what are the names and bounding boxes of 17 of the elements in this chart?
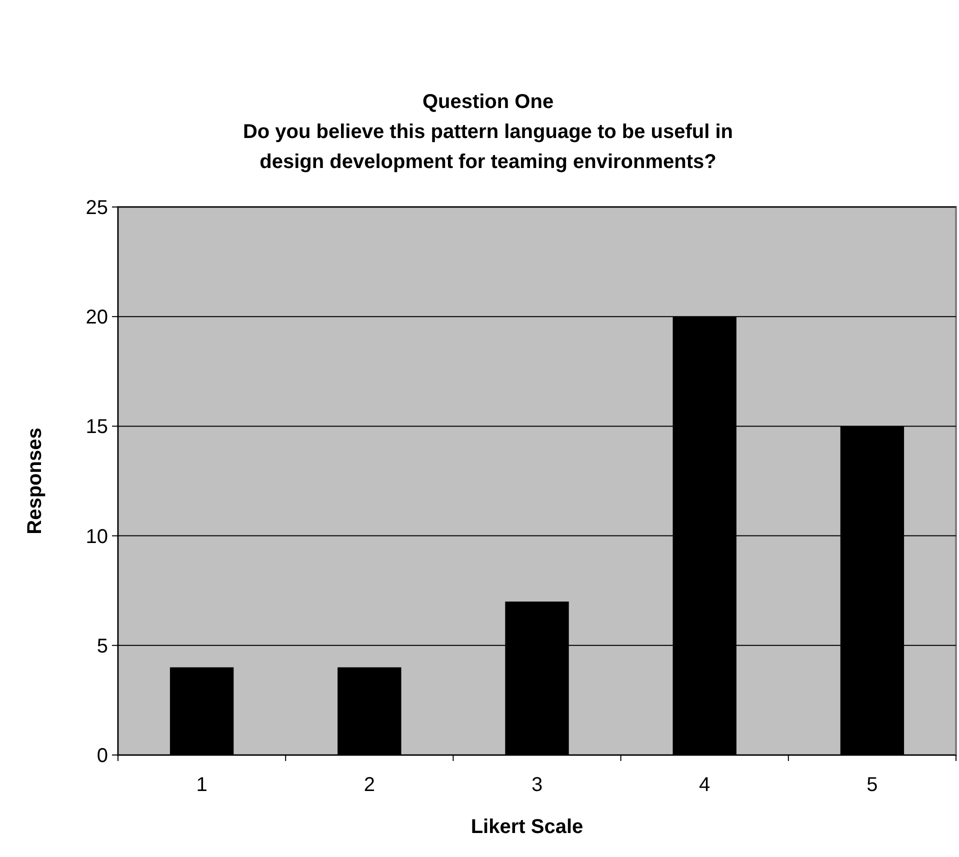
y-tick-label: 15 [86,416,108,438]
bar [170,667,234,755]
y-tick-label: 0 [96,745,108,767]
x-tick-label: 1 [196,774,208,796]
y-tick-label: 10 [86,526,108,548]
chart-title: Question One [422,91,554,113]
x-tick-label: 3 [531,774,543,796]
chart-subtitle: Do you believe this pattern language to be useful in design development for teaming environments? [242,121,734,173]
y-axis-title: Responses [24,428,46,534]
x-axis-title: Likert Scale [470,816,584,838]
x-tick-label: 2 [364,774,375,796]
y-tick-label: 5 [96,635,108,658]
y-tick-label: 20 [86,306,108,329]
y-tick-label: 25 [86,197,108,219]
x-tick-label: 5 [866,774,878,796]
x-tick-label: 4 [699,774,710,796]
bar [338,667,402,755]
